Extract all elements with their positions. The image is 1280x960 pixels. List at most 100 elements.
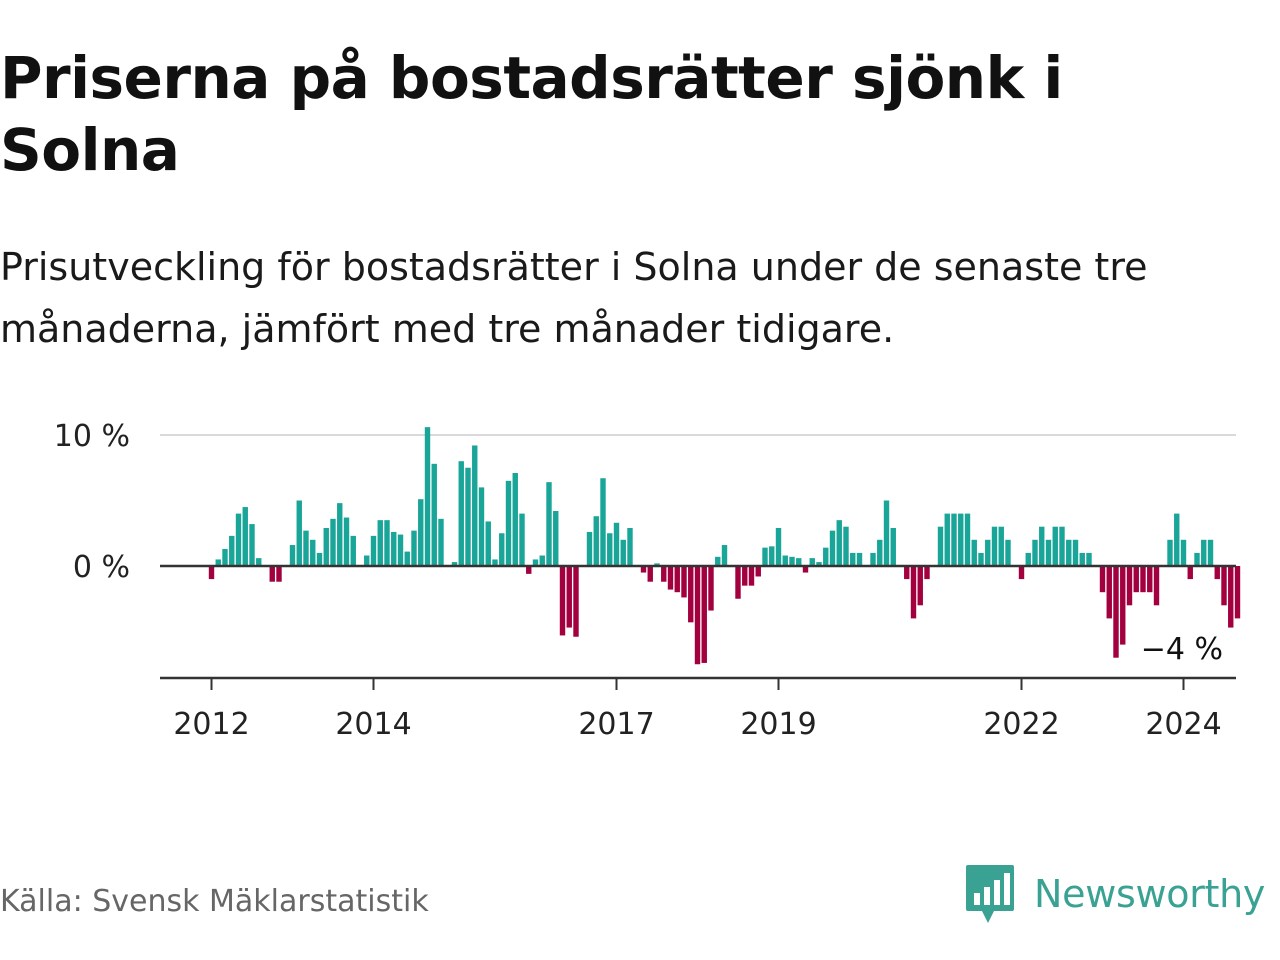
bar [654,563,660,566]
bar [458,461,464,566]
bar [505,480,512,566]
bar [708,566,714,611]
bar [249,524,255,566]
bar [289,545,296,566]
newsworthy-logo-icon [966,865,1014,923]
bar [917,566,923,606]
bar [411,530,417,566]
bar [499,533,505,566]
bar [553,510,559,566]
bar [600,478,606,566]
y-axis-labels: 0 % 10 % [54,419,130,585]
bar [944,513,950,566]
bar [721,545,728,566]
bar [377,520,383,566]
bar [1005,539,1011,566]
bar [998,526,1004,566]
bar-chart: 0 % 10 % 2012 2014 2017 2019 2022 2024 −4 % [54,419,1241,742]
bar [586,531,593,566]
bar [1120,566,1126,645]
bar [735,566,741,599]
bar [343,517,350,566]
bar [755,566,761,577]
bar [1194,552,1200,566]
bar [323,528,329,566]
bar [1180,539,1187,566]
bar [1045,539,1052,566]
bar [485,521,491,566]
bar [627,528,633,566]
bar [397,534,404,566]
bar [823,547,829,566]
bar [431,463,437,566]
bar [836,520,842,566]
bar [613,522,620,566]
y-tick-label: 10 % [54,419,130,454]
bar [1052,526,1058,566]
chart-subtitle: Prisutveckling för bostadsrätter i Solna… [0,245,1148,351]
bar [566,566,572,628]
bar [532,559,539,566]
bar [1059,526,1065,566]
bar [789,556,795,566]
bar [242,507,248,566]
bar [964,513,971,566]
bar [276,566,282,582]
bar [559,566,566,636]
bar [1228,566,1234,628]
bar [850,552,856,566]
bar [640,566,647,573]
bar [310,539,316,566]
bar [910,566,917,619]
bar [1113,566,1119,658]
brand-name: Newsworthy [1034,872,1266,916]
bar [1147,566,1153,593]
bar [472,445,478,566]
bar [573,566,579,637]
bar [1221,566,1227,606]
bar [1207,539,1214,566]
bar [856,552,863,566]
bar [526,566,532,574]
bar [1167,539,1173,566]
bar [303,530,309,566]
y-tick-label: 0 % [73,550,130,585]
bar [775,528,782,566]
bar [1126,566,1133,606]
bar [688,566,694,623]
bar [208,566,215,580]
bar [1187,566,1193,580]
bar [890,528,896,566]
brand-logo: Newsworthy [964,862,1265,926]
bar [256,558,262,566]
bar [674,566,680,593]
bar [985,539,991,566]
x-tick-label: 2017 [578,707,654,742]
x-tick-label: 2012 [173,707,249,742]
bar [478,487,485,566]
bar [1099,566,1106,593]
x-axis-ticks: 2012 2014 2017 2019 2022 2024 [173,678,1222,742]
bar [958,513,964,566]
bar [647,566,653,582]
bar [1140,566,1146,593]
bar [229,535,235,566]
bar [843,526,849,566]
bar [748,566,755,586]
bar [404,551,410,566]
bar [769,546,775,566]
bar [667,566,674,590]
bar [1072,539,1079,566]
bar [539,555,545,566]
bar [519,513,525,566]
chart-title: Priserna på bostadsrätter sjönk i Solna [0,44,1063,184]
bar [762,547,768,566]
bar [782,555,788,566]
bar [370,535,377,566]
bar [951,513,957,566]
bar [215,559,221,566]
bar [451,562,458,566]
bar [512,472,518,566]
x-tick-label: 2019 [740,707,816,742]
bar [971,539,977,566]
